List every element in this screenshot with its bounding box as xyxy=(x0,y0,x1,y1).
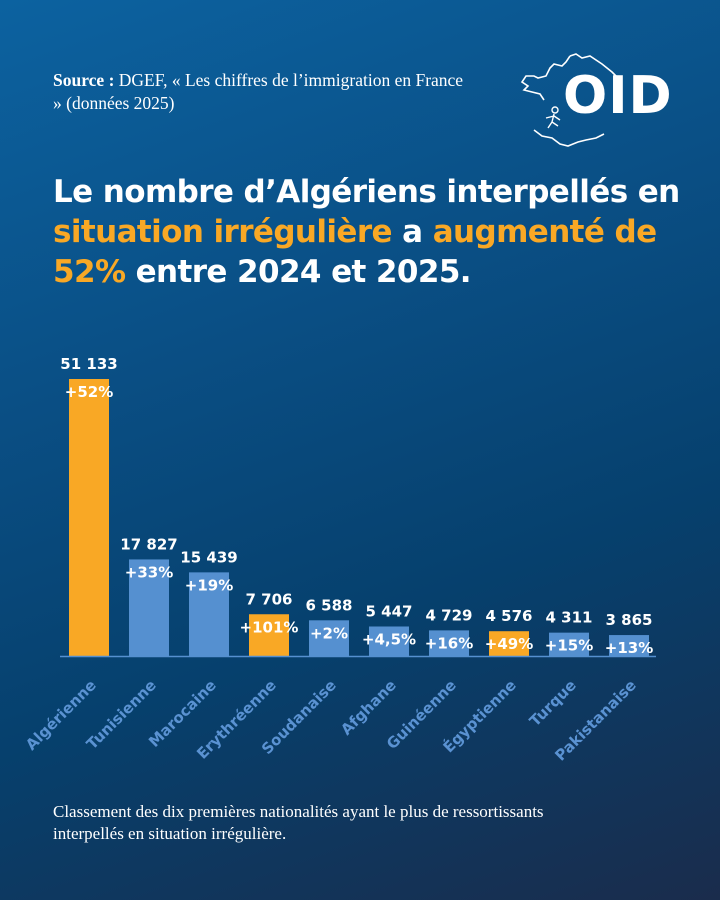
value-label: 7 706 xyxy=(246,590,293,608)
source-note: Source : DGEF, « Les chiffres de l’immig… xyxy=(53,69,473,115)
bar-erythréenne xyxy=(249,614,289,656)
change-label: +19% xyxy=(185,576,233,594)
bar-afghane xyxy=(369,626,409,656)
value-label: 4 729 xyxy=(426,606,473,624)
headline-part-1: Le nombre d’Algériens interpellés en xyxy=(53,174,680,210)
bar-guinéenne xyxy=(429,630,469,656)
change-label: +2% xyxy=(310,624,348,642)
bar-égyptienne xyxy=(489,631,529,656)
headline-part-3: entre 2024 et 2025. xyxy=(125,254,472,290)
value-label: 4 576 xyxy=(486,607,533,625)
bar-pakistanaise xyxy=(609,635,649,656)
bar-algérienne xyxy=(69,379,109,656)
category-label: Turque xyxy=(526,676,580,730)
value-label: 3 865 xyxy=(606,611,653,629)
bar-soudanaise xyxy=(309,620,349,656)
headline-part-2: a xyxy=(391,214,433,250)
change-label: +52% xyxy=(65,383,113,401)
change-label: +4,5% xyxy=(362,630,416,648)
headline-highlight-1: situation irrégulière xyxy=(53,214,393,250)
change-label: +16% xyxy=(425,634,473,652)
headline-highlight-2: augmenté de 52% xyxy=(53,214,657,290)
value-label: 6 588 xyxy=(306,596,353,614)
change-label: +49% xyxy=(485,635,533,653)
value-label: 17 827 xyxy=(120,535,177,553)
value-label: 15 439 xyxy=(180,548,237,566)
change-label: +101% xyxy=(240,618,299,636)
value-label: 51 133 xyxy=(60,355,117,373)
oid-logo-map-icon xyxy=(520,53,621,147)
bar-marocaine xyxy=(189,572,229,656)
footnote: Classement des dix premières nationalité… xyxy=(53,802,544,843)
change-label: +15% xyxy=(545,637,593,655)
value-label: 5 447 xyxy=(366,602,413,620)
oid-logo-text: OID xyxy=(563,66,673,126)
source-label: Source : xyxy=(53,70,115,90)
bar-tunisienne xyxy=(129,559,169,656)
value-label: 4 311 xyxy=(546,609,593,627)
category-label: Afghane xyxy=(337,676,400,739)
headline: Le nombre d’Algériens interpellés en sit… xyxy=(53,172,693,292)
change-label: +13% xyxy=(605,639,653,657)
bar-turque xyxy=(549,632,589,656)
source-text: DGEF, « Les chiffres de l’immigration en… xyxy=(53,70,464,113)
change-label: +33% xyxy=(125,563,173,581)
